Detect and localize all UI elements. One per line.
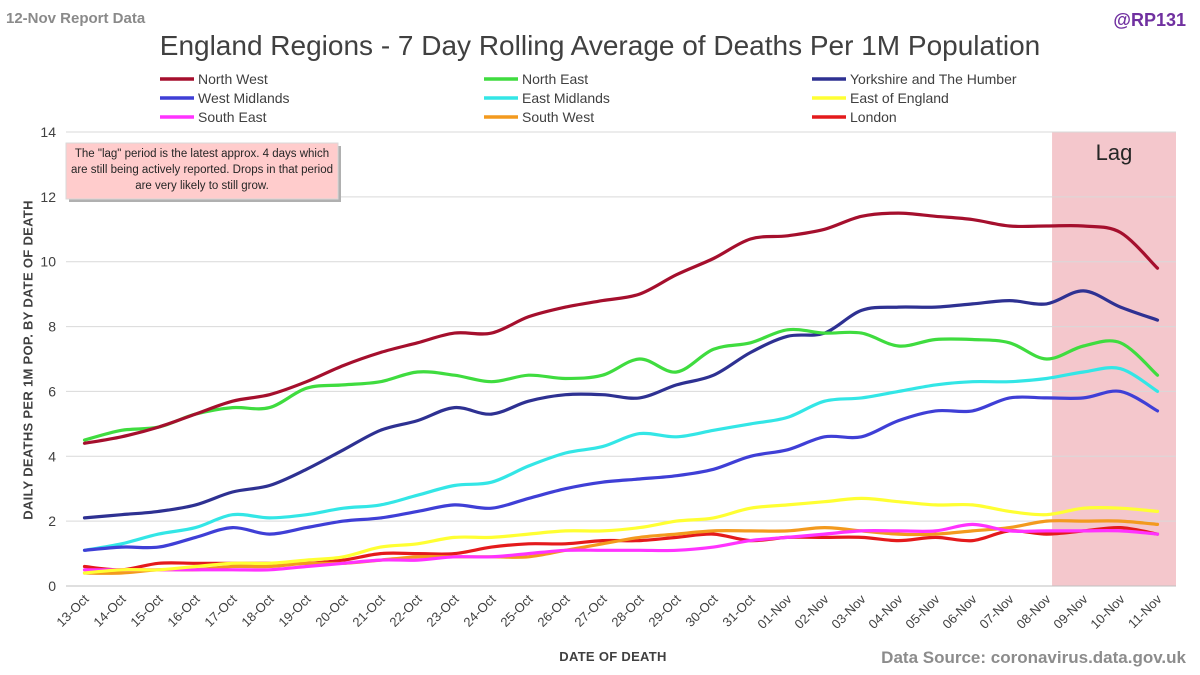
x-tick-label: 06-Nov (939, 591, 980, 632)
series-line-north-west (82, 211, 1160, 445)
series-line-east-of-england (82, 496, 1160, 575)
x-tick-label: 10-Nov (1087, 591, 1128, 632)
x-tick-label: 08-Nov (1013, 591, 1054, 632)
series-line-south-west (82, 519, 1160, 575)
x-tick-label: 23-Oct (423, 591, 461, 629)
x-tick-label: 18-Oct (238, 591, 276, 629)
x-tick-label: 24-Oct (460, 591, 498, 629)
data-source-label: Data Source: coronavirus.data.gov.uk (881, 648, 1186, 667)
legend-label-north-east: North East (522, 71, 588, 87)
x-tick-label: 19-Oct (275, 591, 313, 629)
x-tick-label: 02-Nov (791, 591, 832, 632)
y-tick-label: 2 (48, 513, 56, 529)
x-tick-label: 04-Nov (865, 591, 906, 632)
x-tick-label: 26-Oct (534, 591, 572, 629)
series-line-east-midlands (82, 366, 1160, 552)
annotation-text: The "lag" period is the latest approx. 4… (70, 148, 334, 192)
legend-label-yorkshire-and-the-humber: Yorkshire and The Humber (850, 71, 1017, 87)
x-tick-label: 01-Nov (754, 591, 795, 632)
x-tick-label: 27-Oct (571, 591, 609, 629)
x-tick-label: 15-Oct (127, 591, 165, 629)
y-tick-label: 14 (40, 124, 56, 140)
x-tick-label: 07-Nov (976, 591, 1017, 632)
x-tick-label: 29-Oct (645, 591, 683, 629)
x-tick-label: 28-Oct (608, 591, 646, 629)
x-tick-label: 03-Nov (828, 591, 869, 632)
x-tick-label: 25-Oct (497, 591, 535, 629)
series-line-north-east (82, 327, 1160, 442)
x-tick-label: 17-Oct (201, 591, 239, 629)
y-tick-label: 4 (48, 448, 56, 464)
legend-label-south-west: South West (522, 109, 594, 125)
y-tick-label: 12 (40, 189, 56, 205)
chart-title: England Regions - 7 Day Rolling Average … (159, 30, 1041, 61)
legend-label-east-midlands: East Midlands (522, 90, 610, 106)
y-tick-label: 8 (48, 319, 56, 335)
legend-label-west-midlands: West Midlands (198, 90, 290, 106)
legend-label-north-west: North West (198, 71, 268, 87)
x-tick-label: 05-Nov (902, 591, 943, 632)
y-tick-label: 6 (48, 383, 56, 399)
lag-label: Lag (1096, 140, 1133, 165)
x-tick-label: 20-Oct (312, 591, 350, 629)
x-tick-label: 31-Oct (719, 591, 757, 629)
y-tick-label: 10 (40, 254, 56, 270)
annotation-container: The "lag" period is the latest approx. 4… (70, 148, 334, 192)
series-line-south-east (82, 522, 1160, 572)
x-tick-label: 22-Oct (386, 591, 424, 629)
series-line-yorkshire-and-the-humber (82, 289, 1160, 520)
y-tick-label: 0 (48, 578, 56, 594)
x-tick-label: 14-Oct (90, 591, 128, 629)
legend-label-london: London (850, 109, 897, 125)
report-date-label: 12-Nov Report Data (6, 10, 146, 27)
legend-label-east-of-england: East of England (850, 90, 949, 106)
x-tick-label: 16-Oct (164, 591, 202, 629)
author-handle[interactable]: @RP131 (1113, 10, 1186, 30)
x-tick-label: 09-Nov (1050, 591, 1091, 632)
x-tick-label: 21-Oct (349, 591, 387, 629)
x-tick-label: 13-Oct (53, 591, 91, 629)
series-line-west-midlands (82, 389, 1160, 552)
legend-label-south-east: South East (198, 109, 267, 125)
lag-region (1052, 132, 1176, 586)
x-axis-label: DATE OF DEATH (559, 649, 667, 664)
annotation-box (65, 142, 339, 200)
x-tick-label: 11-Nov (1125, 591, 1165, 631)
x-tick-label: 30-Oct (682, 591, 720, 629)
